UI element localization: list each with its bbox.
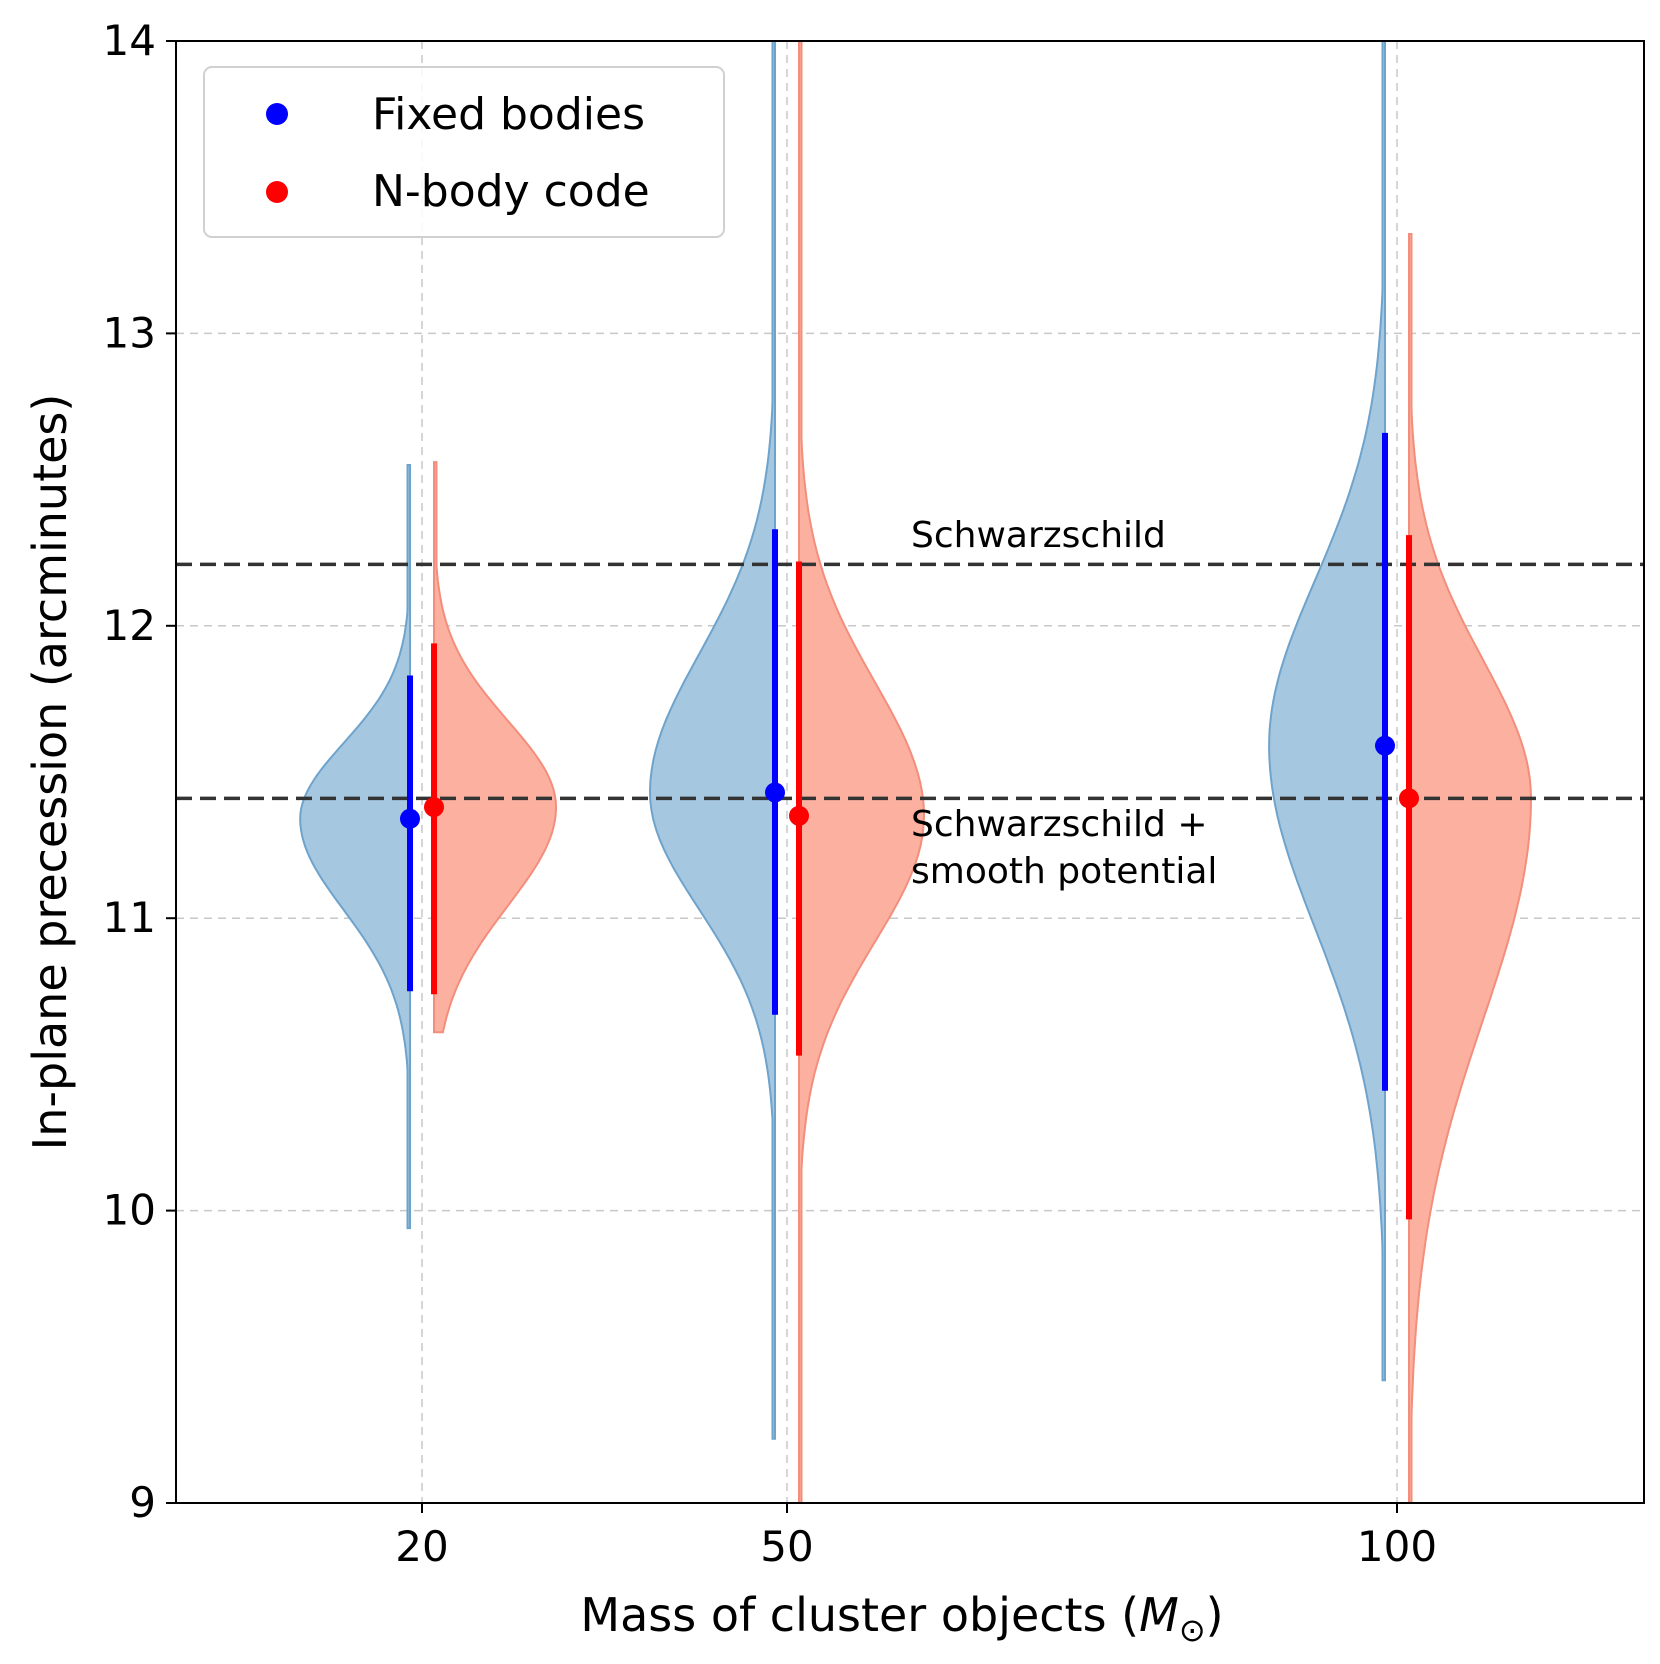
legend-marker-fixed-bodies [266, 103, 288, 125]
violin-fixed-bodies-100 [1268, 40, 1386, 1382]
legend-label-n-body-code: N-body code [372, 166, 650, 217]
annotation-smooth-potential-line1: Schwarzschild + [911, 804, 1208, 845]
median-point-fixed-bodies-20 [400, 808, 420, 829]
y-tick-label-12: 12 [103, 601, 156, 650]
x-axis-title: Mass of cluster objects (M⊙) [580, 1588, 1223, 1649]
violin-fixed-bodies-50 [648, 40, 776, 1440]
axis-ticks: 9 10 11 12 13 14 20 50 100 [103, 16, 1438, 1571]
median-point-fixed-bodies-100 [1375, 735, 1395, 756]
legend-label-fixed-bodies: Fixed bodies [372, 89, 645, 140]
median-point-n-body-code-100 [1399, 788, 1419, 809]
violins [299, 40, 1533, 1504]
x-tick-label-100: 100 [1357, 1522, 1437, 1571]
violin-n-body-code-20 [433, 461, 558, 1034]
violin-fixed-bodies-20 [299, 464, 411, 1230]
median-point-n-body-code-20 [424, 797, 444, 818]
y-tick-label-14: 14 [103, 16, 156, 65]
median-point-n-body-code-50 [789, 805, 809, 826]
y-tick-label-10: 10 [103, 1186, 156, 1235]
legend: Fixed bodies N-body code [203, 66, 725, 238]
x-tick-label-50: 50 [760, 1522, 813, 1571]
x-axis-title-symbol: M [1139, 1588, 1179, 1642]
median-points [400, 735, 1419, 829]
violin-n-body-code-50 [798, 40, 926, 1504]
annotation-smooth-potential-line2: smooth potential [911, 851, 1217, 892]
legend-marker-n-body-code [266, 181, 288, 203]
x-axis-title-subscript: ⊙ [1179, 1611, 1206, 1649]
reference-lines [176, 562, 1644, 801]
y-tick-label-11: 11 [103, 893, 156, 942]
x-tick-label-20: 20 [395, 1522, 448, 1571]
grid-lines [176, 41, 1644, 1503]
y-axis-title: In-plane precession (arcminutes) [23, 394, 77, 1151]
median-point-fixed-bodies-50 [765, 782, 785, 803]
annotation-schwarzschild: Schwarzschild [911, 515, 1166, 556]
violin-n-body-code-100 [1408, 233, 1533, 1504]
y-tick-label-13: 13 [103, 308, 156, 357]
plot-area-frame [175, 40, 1645, 1504]
x-axis-title-text: Mass of cluster objects ( [580, 1588, 1139, 1642]
y-tick-label-9: 9 [129, 1478, 156, 1527]
legend-box [203, 66, 725, 238]
x-axis-title-close: ) [1206, 1588, 1224, 1642]
